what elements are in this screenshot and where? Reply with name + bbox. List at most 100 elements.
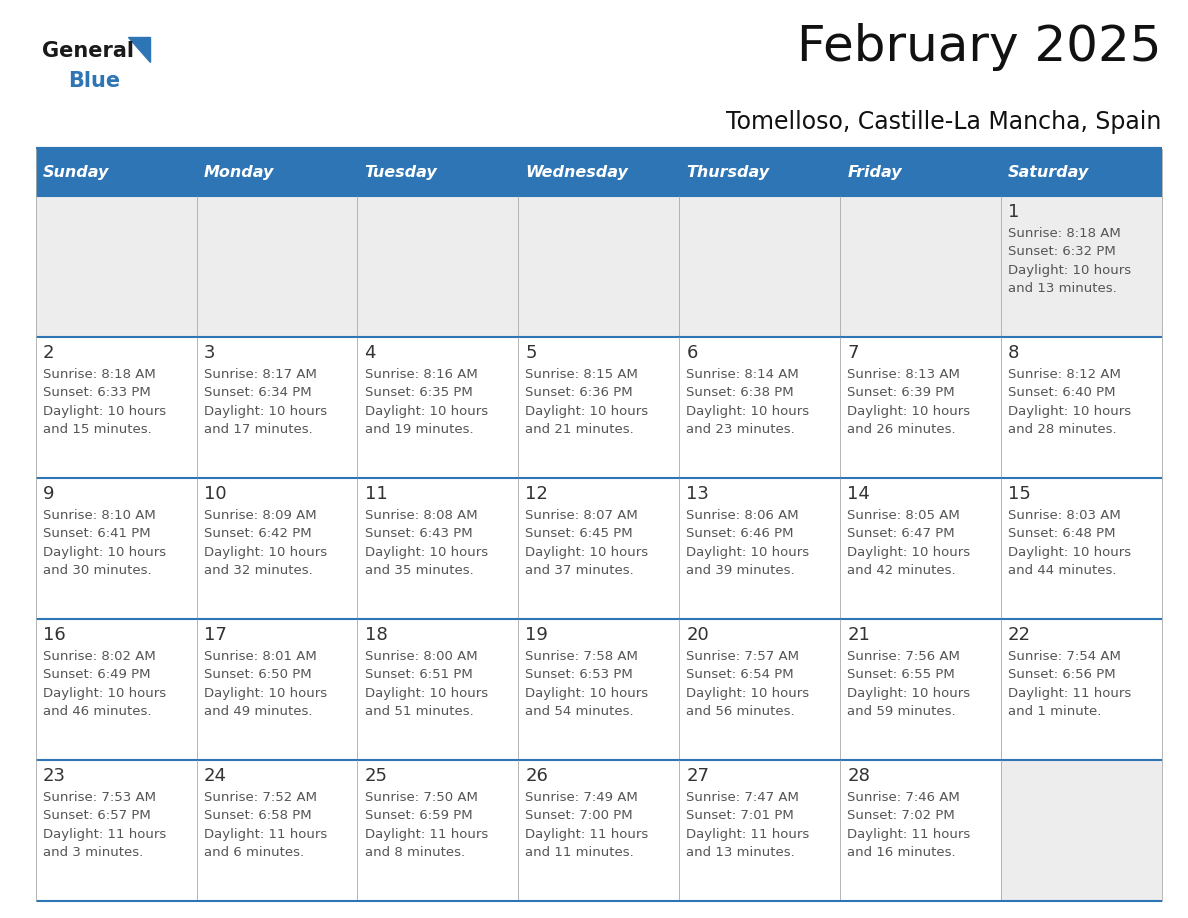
Text: Sunrise: 8:12 AM
Sunset: 6:40 PM
Daylight: 10 hours
and 28 minutes.: Sunrise: 8:12 AM Sunset: 6:40 PM Dayligh… [1009,368,1131,436]
Text: 3: 3 [203,344,215,362]
Bar [1001,338,1162,478]
Text: Tomelloso, Castille-La Mancha, Spain: Tomelloso, Castille-La Mancha, Spain [727,110,1162,134]
Text: Sunrise: 8:05 AM
Sunset: 6:47 PM
Daylight: 10 hours
and 42 minutes.: Sunrise: 8:05 AM Sunset: 6:47 PM Dayligh… [847,509,971,577]
Text: Sunrise: 7:56 AM
Sunset: 6:55 PM
Daylight: 10 hours
and 59 minutes.: Sunrise: 7:56 AM Sunset: 6:55 PM Dayligh… [847,650,971,718]
Bar [36,149,196,196]
Text: Sunday: Sunday [43,165,109,180]
Bar [840,338,1001,478]
Bar [196,478,358,620]
Text: 26: 26 [525,767,549,785]
Text: 18: 18 [365,626,387,644]
Text: Sunrise: 8:08 AM
Sunset: 6:43 PM
Daylight: 10 hours
and 35 minutes.: Sunrise: 8:08 AM Sunset: 6:43 PM Dayligh… [365,509,487,577]
Bar [358,478,518,620]
Text: 11: 11 [365,485,387,503]
Bar [196,149,358,196]
Text: 10: 10 [203,485,226,503]
Text: Sunrise: 8:03 AM
Sunset: 6:48 PM
Daylight: 10 hours
and 44 minutes.: Sunrise: 8:03 AM Sunset: 6:48 PM Dayligh… [1009,509,1131,577]
Text: 9: 9 [43,485,55,503]
Bar [358,760,518,901]
Text: Sunrise: 8:18 AM
Sunset: 6:32 PM
Daylight: 10 hours
and 13 minutes.: Sunrise: 8:18 AM Sunset: 6:32 PM Dayligh… [1009,227,1131,296]
Bar [1001,620,1162,760]
Text: Sunrise: 8:01 AM
Sunset: 6:50 PM
Daylight: 10 hours
and 49 minutes.: Sunrise: 8:01 AM Sunset: 6:50 PM Dayligh… [203,650,327,718]
Bar [518,620,680,760]
Text: Sunrise: 7:50 AM
Sunset: 6:59 PM
Daylight: 11 hours
and 8 minutes.: Sunrise: 7:50 AM Sunset: 6:59 PM Dayligh… [365,790,488,859]
Text: Sunrise: 8:13 AM
Sunset: 6:39 PM
Daylight: 10 hours
and 26 minutes.: Sunrise: 8:13 AM Sunset: 6:39 PM Dayligh… [847,368,971,436]
Bar [840,478,1001,620]
Bar [358,620,518,760]
Bar [680,196,840,338]
Text: 13: 13 [687,485,709,503]
Text: 1: 1 [1009,203,1019,221]
Text: 2: 2 [43,344,55,362]
Bar [36,338,196,478]
Text: Sunrise: 8:07 AM
Sunset: 6:45 PM
Daylight: 10 hours
and 37 minutes.: Sunrise: 8:07 AM Sunset: 6:45 PM Dayligh… [525,509,649,577]
Bar [840,760,1001,901]
Text: Sunrise: 8:16 AM
Sunset: 6:35 PM
Daylight: 10 hours
and 19 minutes.: Sunrise: 8:16 AM Sunset: 6:35 PM Dayligh… [365,368,487,436]
Text: Sunrise: 8:10 AM
Sunset: 6:41 PM
Daylight: 10 hours
and 30 minutes.: Sunrise: 8:10 AM Sunset: 6:41 PM Dayligh… [43,509,166,577]
Text: 15: 15 [1009,485,1031,503]
Text: 14: 14 [847,485,870,503]
Text: Sunrise: 8:14 AM
Sunset: 6:38 PM
Daylight: 10 hours
and 23 minutes.: Sunrise: 8:14 AM Sunset: 6:38 PM Dayligh… [687,368,809,436]
Text: 5: 5 [525,344,537,362]
Bar [840,620,1001,760]
Polygon shape [128,37,150,62]
Text: Blue: Blue [68,71,120,91]
Text: 7: 7 [847,344,859,362]
Text: Sunrise: 8:00 AM
Sunset: 6:51 PM
Daylight: 10 hours
and 51 minutes.: Sunrise: 8:00 AM Sunset: 6:51 PM Dayligh… [365,650,487,718]
Text: Sunrise: 7:58 AM
Sunset: 6:53 PM
Daylight: 10 hours
and 54 minutes.: Sunrise: 7:58 AM Sunset: 6:53 PM Dayligh… [525,650,649,718]
Bar [1001,478,1162,620]
Bar [196,338,358,478]
Bar [840,149,1001,196]
Text: 24: 24 [203,767,227,785]
Bar [358,196,518,338]
Bar [1001,149,1162,196]
Text: Sunrise: 7:54 AM
Sunset: 6:56 PM
Daylight: 11 hours
and 1 minute.: Sunrise: 7:54 AM Sunset: 6:56 PM Dayligh… [1009,650,1131,718]
Bar [680,478,840,620]
Text: 21: 21 [847,626,870,644]
Text: Sunrise: 7:52 AM
Sunset: 6:58 PM
Daylight: 11 hours
and 6 minutes.: Sunrise: 7:52 AM Sunset: 6:58 PM Dayligh… [203,790,327,859]
Text: Sunrise: 8:15 AM
Sunset: 6:36 PM
Daylight: 10 hours
and 21 minutes.: Sunrise: 8:15 AM Sunset: 6:36 PM Dayligh… [525,368,649,436]
Bar [1001,760,1162,901]
Text: Sunrise: 8:17 AM
Sunset: 6:34 PM
Daylight: 10 hours
and 17 minutes.: Sunrise: 8:17 AM Sunset: 6:34 PM Dayligh… [203,368,327,436]
Text: Sunrise: 7:46 AM
Sunset: 7:02 PM
Daylight: 11 hours
and 16 minutes.: Sunrise: 7:46 AM Sunset: 7:02 PM Dayligh… [847,790,971,859]
Bar [358,338,518,478]
Text: Sunrise: 7:53 AM
Sunset: 6:57 PM
Daylight: 11 hours
and 3 minutes.: Sunrise: 7:53 AM Sunset: 6:57 PM Dayligh… [43,790,166,859]
Text: Sunrise: 7:57 AM
Sunset: 6:54 PM
Daylight: 10 hours
and 56 minutes.: Sunrise: 7:57 AM Sunset: 6:54 PM Dayligh… [687,650,809,718]
Bar [36,478,196,620]
Text: 6: 6 [687,344,697,362]
Text: Sunrise: 8:18 AM
Sunset: 6:33 PM
Daylight: 10 hours
and 15 minutes.: Sunrise: 8:18 AM Sunset: 6:33 PM Dayligh… [43,368,166,436]
Text: 20: 20 [687,626,709,644]
Text: Sunrise: 8:09 AM
Sunset: 6:42 PM
Daylight: 10 hours
and 32 minutes.: Sunrise: 8:09 AM Sunset: 6:42 PM Dayligh… [203,509,327,577]
Text: 22: 22 [1009,626,1031,644]
Bar [36,760,196,901]
Text: Tuesday: Tuesday [365,165,437,180]
Bar [518,149,680,196]
Text: 19: 19 [525,626,549,644]
Text: February 2025: February 2025 [797,23,1162,71]
Bar [840,196,1001,338]
Text: 4: 4 [365,344,377,362]
Text: 28: 28 [847,767,870,785]
Text: Sunrise: 7:47 AM
Sunset: 7:01 PM
Daylight: 11 hours
and 13 minutes.: Sunrise: 7:47 AM Sunset: 7:01 PM Dayligh… [687,790,809,859]
Text: Thursday: Thursday [687,165,770,180]
Text: 17: 17 [203,626,227,644]
Text: 27: 27 [687,767,709,785]
Bar [1001,196,1162,338]
Text: 12: 12 [525,485,549,503]
Text: Sunrise: 8:02 AM
Sunset: 6:49 PM
Daylight: 10 hours
and 46 minutes.: Sunrise: 8:02 AM Sunset: 6:49 PM Dayligh… [43,650,166,718]
Bar [680,760,840,901]
Bar [36,620,196,760]
Bar [196,196,358,338]
Text: Sunrise: 8:06 AM
Sunset: 6:46 PM
Daylight: 10 hours
and 39 minutes.: Sunrise: 8:06 AM Sunset: 6:46 PM Dayligh… [687,509,809,577]
Text: 25: 25 [365,767,387,785]
Bar [196,620,358,760]
Text: Sunrise: 7:49 AM
Sunset: 7:00 PM
Daylight: 11 hours
and 11 minutes.: Sunrise: 7:49 AM Sunset: 7:00 PM Dayligh… [525,790,649,859]
Bar [680,149,840,196]
Text: Saturday: Saturday [1009,165,1089,180]
Bar [518,478,680,620]
Bar [518,760,680,901]
Text: Wednesday: Wednesday [525,165,628,180]
Bar [196,760,358,901]
Text: 8: 8 [1009,344,1019,362]
Bar [518,338,680,478]
